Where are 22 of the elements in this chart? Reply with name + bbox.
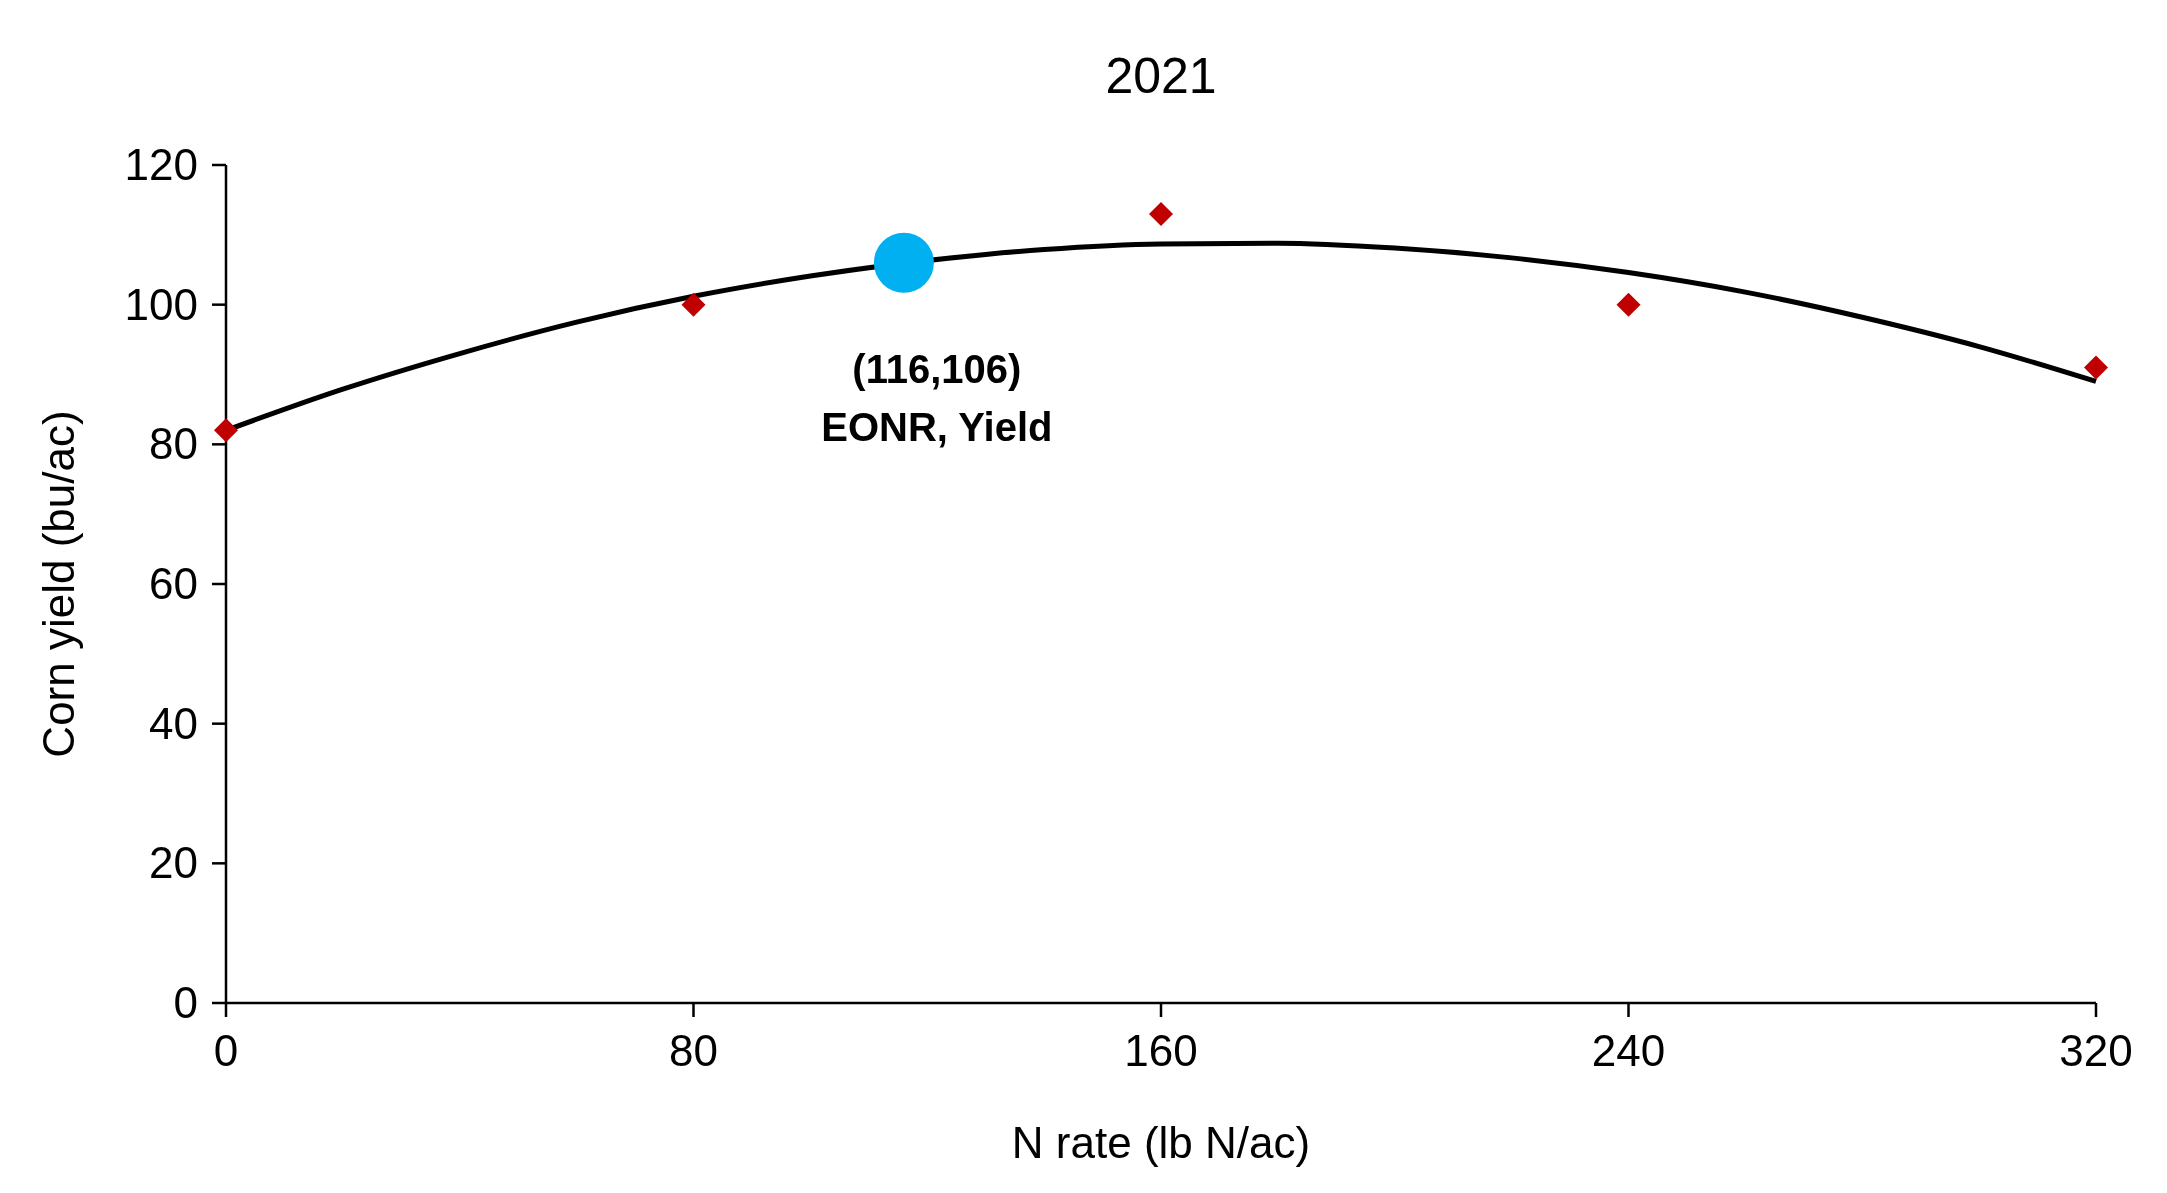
annotation: (116,106) EONR, Yield	[821, 346, 1053, 449]
y-tick-label: 20	[149, 838, 198, 888]
point	[1616, 292, 1641, 317]
point	[2084, 355, 2108, 380]
point	[214, 418, 238, 443]
y-axis-title: Corn yield (bu/ac)	[34, 410, 83, 758]
y-tick-label: 40	[149, 698, 198, 748]
x-tick-label: 80	[669, 1026, 718, 1075]
x-tick-label: 160	[1124, 1026, 1198, 1075]
point	[681, 292, 706, 317]
x-axis-title: N rate (lb N/ac)	[1011, 1118, 1311, 1167]
point	[873, 232, 934, 293]
y-tick-label: 100	[124, 279, 198, 329]
x-tick-label: 320	[2059, 1026, 2133, 1075]
x-tick-label: 0	[213, 1026, 239, 1075]
y-tick-label: 120	[124, 140, 198, 189]
y-tick-label: 60	[149, 559, 198, 608]
y-tick-label: 0	[173, 978, 198, 1027]
point	[1149, 201, 1173, 226]
chart-title: 2021	[1105, 48, 1217, 104]
y-tick-label: 80	[149, 419, 198, 469]
x-tick-label: 240	[1591, 1026, 1666, 1075]
